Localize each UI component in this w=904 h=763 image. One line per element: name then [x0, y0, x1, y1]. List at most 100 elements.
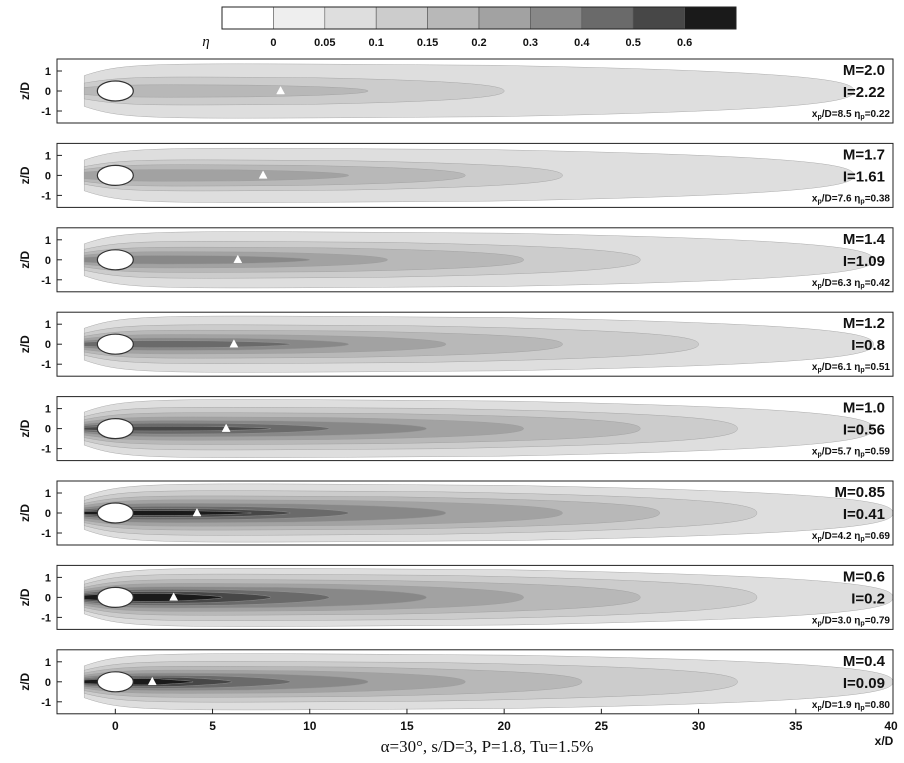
colorbar-swatch [478, 6, 531, 30]
peak-location-label: xp/D=3.0 ηp=0.79 [812, 615, 891, 627]
cooling-hole [96, 418, 134, 440]
y-tick-label: -1 [41, 359, 51, 371]
contour-panel: 1 0 -1 z/D M=1.2 I=0.8 xp/D=6.1 ηp=0.51 [18, 311, 894, 377]
momentum-ratio-label: I=0.8 [851, 337, 885, 354]
blowing-ratio-label: M=1.2 [843, 315, 885, 332]
y-tick-label: -1 [41, 275, 51, 287]
x-tick-label: 20 [497, 719, 511, 733]
y-tick-label: 0 [45, 508, 51, 520]
peak-location-label: xp/D=6.1 ηp=0.51 [812, 362, 891, 374]
contour-panel: 1 0 -1 z/D M=0.4 I=0.09 xp/D=1.9 ηp=0.80 [18, 649, 894, 715]
blowing-ratio-label: M=0.85 [835, 484, 885, 501]
peak-location-label: xp/D=1.9 ηp=0.80 [812, 700, 891, 712]
colorbar-swatch [324, 6, 377, 30]
momentum-ratio-label: I=0.41 [843, 506, 885, 523]
colorbar-tick-label: 0.3 [523, 37, 538, 49]
colorbar-swatch [684, 6, 737, 30]
blowing-ratio-label: M=1.0 [843, 400, 885, 417]
y-axis-label: z/D [18, 419, 32, 437]
momentum-ratio-label: I=0.56 [843, 422, 885, 439]
peak-location-label: xp/D=5.7 ηp=0.59 [812, 447, 891, 459]
peak-marker [192, 507, 202, 517]
contour-band [84, 84, 369, 98]
x-tick-label: 40 [884, 719, 898, 733]
contour-panel: 1 0 -1 z/D M=0.6 I=0.2 xp/D=3.0 ηp=0.79 [18, 564, 894, 630]
y-tick-label: -1 [41, 697, 51, 709]
y-tick-label: 0 [45, 424, 51, 436]
contour-panel: 1 0 -1 z/D M=1.0 I=0.56 xp/D=5.7 ηp=0.59 [18, 396, 894, 462]
y-tick-label: 1 [45, 488, 51, 500]
momentum-ratio-label: I=0.2 [851, 590, 885, 607]
peak-location-label: xp/D=7.6 ηp=0.38 [812, 193, 891, 205]
colorbar-swatch [273, 6, 326, 30]
peak-marker [276, 85, 285, 95]
peak-marker [147, 676, 157, 686]
x-tick-label: 25 [595, 719, 609, 733]
colorbar-frame [221, 6, 737, 30]
y-tick-label: 1 [45, 404, 51, 416]
y-axis-label: z/D [18, 250, 32, 268]
momentum-ratio-label: I=1.61 [843, 168, 885, 185]
cooling-hole [96, 333, 134, 355]
colorbar-tick-label: 0.6 [677, 37, 692, 49]
momentum-ratio-label: I=0.09 [843, 675, 885, 692]
contour-panel: 1 0 -1 z/D M=0.85 I=0.41 xp/D=4.2 ηp=0.69 [18, 480, 894, 546]
contour-panel: 1 0 -1 z/D M=2.0 I=2.22 xp/D=8.5 ηp=0.22 [18, 58, 894, 124]
y-tick-label: -1 [41, 444, 51, 456]
x-axis: 0 5 10 15 20 25 30 35 40x/D [112, 708, 898, 748]
x-tick-label: 0 [112, 719, 119, 733]
colorbar-tick-label: 0.1 [369, 37, 384, 49]
cooling-hole [96, 80, 134, 102]
y-tick-label: 1 [45, 319, 51, 331]
y-axis-label: z/D [18, 166, 32, 184]
y-tick-label: 0 [45, 86, 51, 98]
colorbar: η 0 0.05 0.1 0.15 0.2 0.3 0.4 0.5 0.6 [202, 6, 737, 50]
blowing-ratio-label: M=1.7 [843, 146, 885, 163]
x-tick-label: 35 [789, 719, 803, 733]
colorbar-tick-label: 0.5 [626, 37, 641, 49]
y-tick-label: 0 [45, 677, 51, 689]
cooling-hole [96, 671, 134, 693]
contour-panel: 1 0 -1 z/D M=1.4 I=1.09 xp/D=6.3 ηp=0.42 [18, 227, 894, 293]
contour-panels: 1 0 -1 z/D M=2.0 I=2.22 xp/D=8.5 ηp=0.22 1 0 -1 z/… [18, 58, 894, 715]
y-tick-label: -1 [41, 106, 51, 118]
contour-band [84, 255, 310, 265]
momentum-ratio-label: I=2.22 [843, 84, 885, 101]
y-tick-label: 1 [45, 66, 51, 78]
blowing-ratio-label: M=0.6 [843, 568, 885, 585]
colorbar-tick-label: 0.15 [417, 37, 438, 49]
cooling-hole [96, 502, 134, 524]
colorbar-tick-label: 0 [270, 37, 276, 49]
x-axis-label: x/D [875, 734, 894, 748]
colorbar-symbol: η [202, 34, 209, 50]
y-tick-label: 0 [45, 255, 51, 267]
colorbar-swatch [632, 6, 685, 30]
chart-title: α=30°, s/D=3, P=1.8, Tu=1.5% [381, 737, 594, 756]
colorbar-swatch [221, 6, 274, 30]
blowing-ratio-label: M=0.4 [843, 653, 886, 670]
cooling-hole [96, 249, 134, 271]
peak-marker [233, 254, 243, 264]
colorbar-swatch [427, 6, 480, 30]
colorbar-tick-label: 0.2 [471, 37, 486, 49]
contour-band [84, 169, 349, 182]
y-axis-label: z/D [18, 335, 32, 353]
contour-panel: 1 0 -1 z/D M=1.7 I=1.61 xp/D=7.6 ηp=0.38 [18, 142, 894, 208]
x-tick-label: 5 [209, 719, 216, 733]
contour-band [84, 340, 291, 348]
y-tick-label: 1 [45, 235, 51, 247]
peak-marker [169, 592, 179, 601]
peak-marker [258, 170, 268, 179]
peak-marker [221, 423, 231, 432]
x-tick-label: 30 [692, 719, 706, 733]
x-tick-label: 15 [400, 719, 414, 733]
x-tick-label: 10 [303, 719, 317, 733]
y-axis-label: z/D [18, 82, 32, 100]
blowing-ratio-label: M=1.4 [843, 231, 886, 248]
colorbar-tick-label: 0.4 [574, 37, 590, 49]
peak-location-label: xp/D=4.2 ηp=0.69 [812, 531, 891, 543]
y-tick-label: -1 [41, 612, 51, 624]
colorbar-swatch [375, 6, 428, 30]
peak-marker [229, 339, 239, 348]
